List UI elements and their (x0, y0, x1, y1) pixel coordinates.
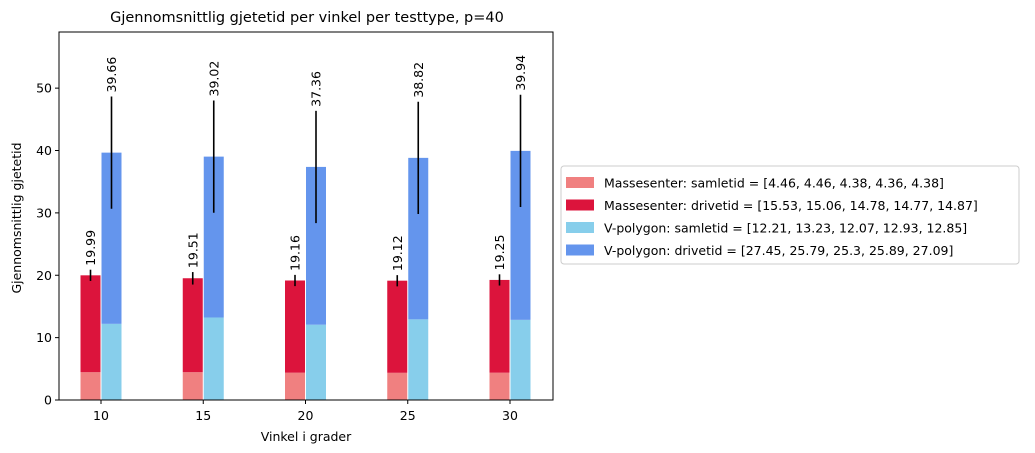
bar-total-label: 38.82 (411, 62, 426, 98)
bar-vpolygon-samletid (510, 319, 531, 400)
plot-area: 19.99 19.51 19.16 19.12 19.25 39.66 39.02 37.36… (36, 31, 554, 423)
x-tick-label: 30 (502, 408, 518, 423)
y-axis-label: Gjennomsnittlig gjetetid (9, 142, 24, 293)
legend-swatch (566, 199, 594, 211)
bar-massesenter-drivetid (285, 280, 305, 373)
bar-total-label: 39.02 (206, 61, 221, 97)
x-tick-label: 15 (195, 408, 211, 423)
legend-swatch (566, 222, 594, 233)
bar-total-label: 19.16 (288, 235, 303, 271)
bar-vpolygon-samletid (306, 324, 326, 400)
y-tick-label: 50 (36, 81, 52, 96)
y-tick-label: 30 (36, 205, 52, 220)
legend-label: Massesenter: samletid = [4.46, 4.46, 4.3… (604, 176, 944, 191)
bar-vpolygon-drivetid (203, 156, 224, 318)
bar-massesenter-drivetid (387, 280, 408, 373)
y-tick-label: 10 (36, 330, 52, 345)
bar-massesenter-drivetid (489, 279, 510, 373)
legend-label: V-polygon: drivetid = [27.45, 25.79, 25.… (604, 243, 953, 258)
legend-swatch (566, 244, 594, 256)
bar-vpolygon-samletid (203, 317, 224, 400)
bar-vpolygon-drivetid (101, 152, 122, 324)
bar-total-label: 39.66 (104, 57, 119, 93)
bar-total-label: 39.94 (513, 55, 528, 91)
legend-label: Massesenter: drivetid = [15.53, 15.06, 1… (604, 198, 978, 213)
bar-massesenter-samletid (285, 372, 305, 400)
bar-total-label: 19.99 (83, 230, 98, 266)
x-tick-label: 10 (93, 408, 109, 423)
y-tick-label: 0 (44, 393, 52, 408)
bar-vpolygon-drivetid (306, 166, 326, 325)
bar-vpolygon-samletid (101, 323, 122, 400)
bar-massesenter-drivetid (80, 275, 101, 373)
x-axis-label: Vinkel i grader (261, 429, 352, 444)
bar-massesenter-samletid (182, 372, 203, 400)
bar-vpolygon-drivetid (408, 157, 429, 320)
bar-massesenter-samletid (489, 372, 510, 400)
legend: Massesenter: samletid = [4.46, 4.46, 4.3… (560, 165, 1020, 265)
y-tick-label: 20 (36, 268, 52, 283)
bar-total-label: 19.25 (492, 235, 507, 271)
y-tick-label: 40 (36, 143, 52, 158)
x-tick-label: 20 (298, 408, 314, 423)
bar-massesenter-drivetid (182, 278, 203, 373)
legend-label: V-polygon: samletid = [12.21, 13.23, 12.… (604, 221, 967, 236)
bar-massesenter-samletid (387, 372, 408, 400)
legend-swatch (566, 177, 594, 188)
legend-box (560, 165, 1020, 265)
bar-vpolygon-drivetid (510, 150, 531, 320)
x-tick-label: 25 (400, 408, 416, 423)
bar-massesenter-samletid (80, 372, 101, 400)
chart-title: Gjennomsnittlig gjetetid per vinkel per … (110, 10, 504, 26)
bar-total-label: 19.51 (185, 232, 200, 268)
bar-vpolygon-samletid (408, 319, 429, 400)
bar-total-label: 19.12 (390, 235, 405, 271)
bar-total-label: 37.36 (309, 71, 324, 107)
